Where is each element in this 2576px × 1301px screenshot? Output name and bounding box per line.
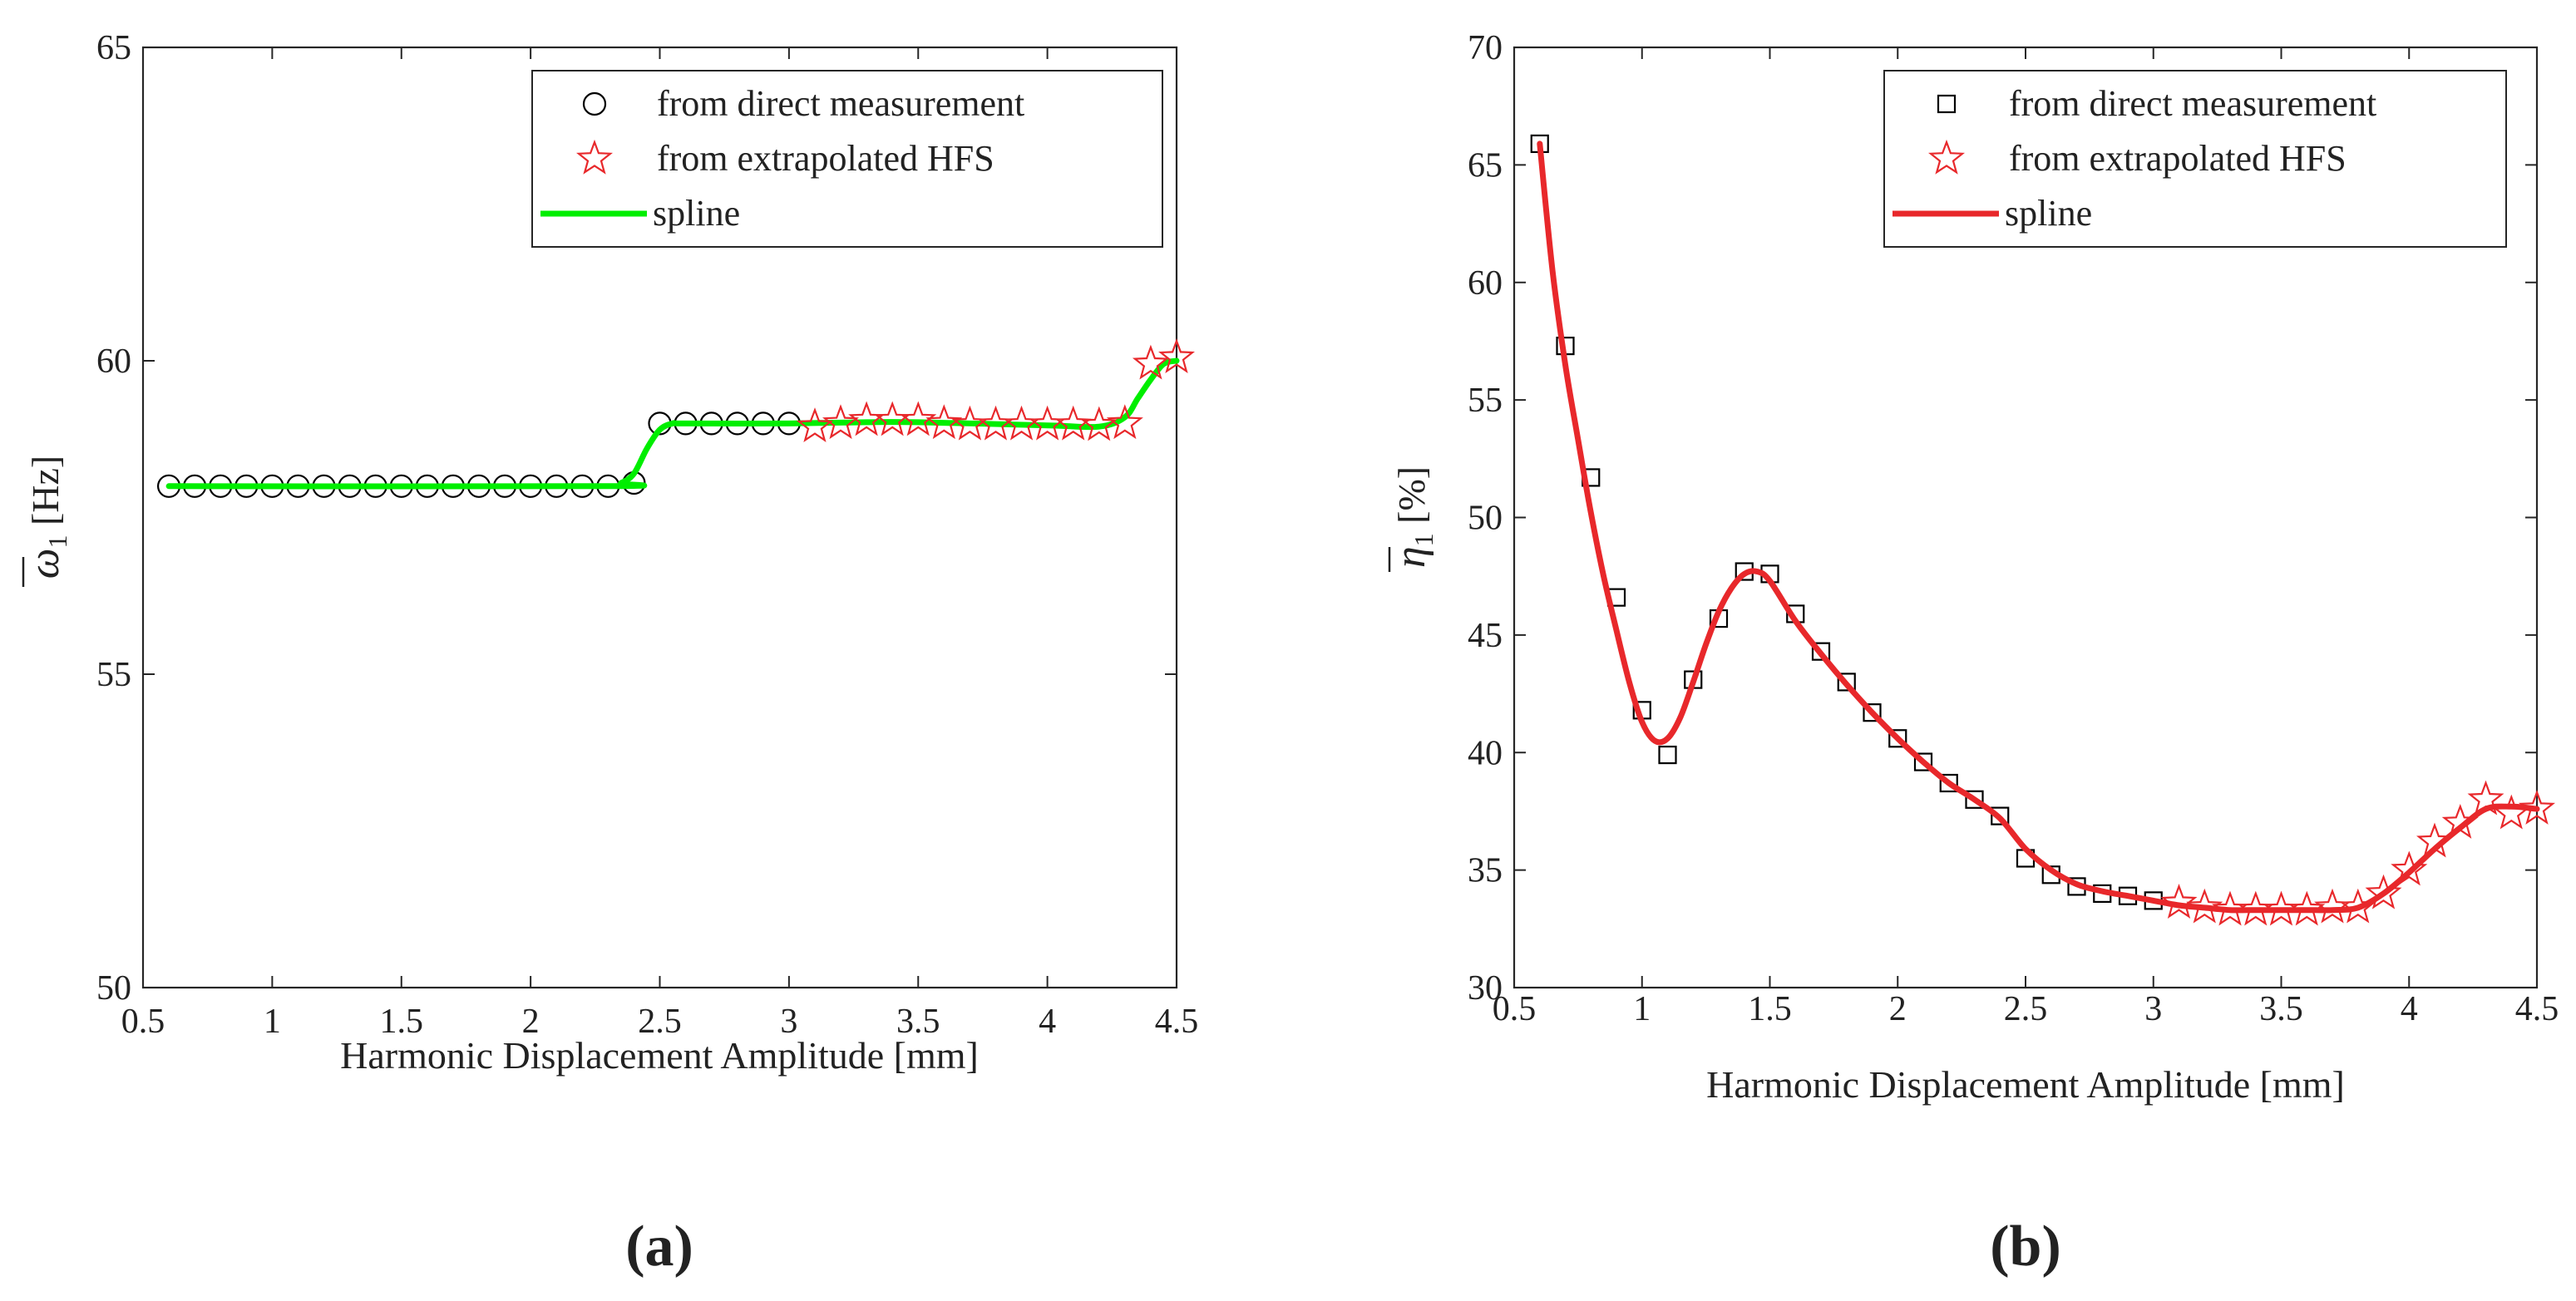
panel-b-hfs-star-point xyxy=(2493,794,2530,830)
panel-a-hfs-star-point xyxy=(900,401,937,436)
panel-b-x-tick-label: 4.5 xyxy=(2515,990,2559,1028)
panel-b-y-axis-label: η1 [%] xyxy=(1387,466,1439,572)
panel-a-y-axis-subscript: 1 xyxy=(42,535,72,549)
panel-b-measurement-point xyxy=(1863,703,1882,722)
panel-a: 0.5 1 1.5 2 2.5 3 3.5 4 4.5 50 55 60 65 Harmonic Di… xyxy=(21,29,1198,1279)
panel-a-y-tick-label: 50 xyxy=(96,969,131,1008)
panel-b-legend-marker-hfs xyxy=(1928,139,1965,175)
panel-b-measurement-point xyxy=(1965,790,1984,809)
panel-b-plot-area xyxy=(1530,134,2555,926)
panel-b-measurement-point xyxy=(1888,729,1907,748)
panel-a-spline-line xyxy=(165,357,1180,490)
panel-a-plot-area xyxy=(156,338,1195,498)
panel-b-y-tick-label: 60 xyxy=(1468,264,1503,303)
panel-a-y-tick-label: 60 xyxy=(96,342,131,381)
panel-a-y-tick-label: 65 xyxy=(96,29,131,67)
panel-b-x-tick-label: 1.5 xyxy=(1748,990,1792,1028)
svg-text:ω1 [Hz]: ω1 [Hz] xyxy=(21,456,72,579)
panel-a-legend-marker-measurement xyxy=(582,91,607,116)
panel-a-legend-box xyxy=(531,70,1163,248)
panel-b-spline-line xyxy=(1537,140,2540,914)
panel-b-hfs-star-point xyxy=(2441,803,2479,839)
panel-b: 0.5 1 1.5 2 2.5 3 3.5 4 4.5 30 35 40 45 50 55 60 65 70 H… xyxy=(1387,29,2559,1279)
panel-a-hfs-star-point xyxy=(796,407,833,442)
panel-b-legend-box xyxy=(1883,70,2507,248)
panel-b-y-tick-label: 40 xyxy=(1468,734,1503,772)
panel-a-hfs-star-point xyxy=(1106,404,1143,440)
panel-b-hfs-star-point xyxy=(2365,874,2402,909)
panel-b-x-axis-label: Harmonic Displacement Amplitude [mm] xyxy=(1706,1063,2345,1106)
panel-b-y-tick-label: 65 xyxy=(1468,146,1503,185)
panel-b-y-axis-subscript: 1 xyxy=(1409,533,1439,546)
panel-b-y-tick-label: 55 xyxy=(1468,382,1503,420)
panel-b-hfs-star-point xyxy=(2467,780,2504,816)
panel-b-hfs-star-point xyxy=(2339,888,2376,924)
svg-text:η1 [%]: η1 [%] xyxy=(1387,466,1439,568)
panel-a-x-tick-label: 4 xyxy=(1039,1003,1056,1041)
panel-b-measurement-point xyxy=(1991,806,2010,825)
panel-a-y-ticks: 50 55 60 65 xyxy=(96,29,1177,1008)
panel-b-legend-marker-measurement xyxy=(1937,94,1957,114)
panel-b-y-ticks: 30 35 40 45 50 55 60 65 70 xyxy=(1468,29,2537,1008)
panel-b-hfs-star-point xyxy=(2416,822,2453,858)
panel-a-y-tick-label: 55 xyxy=(96,656,131,694)
panel-b-y-tick-label: 70 xyxy=(1468,29,1503,67)
panel-b-x-tick-label: 3 xyxy=(2144,990,2162,1028)
panel-b-y-tick-label: 50 xyxy=(1468,500,1503,538)
panel-a-y-axis-unit: [Hz] xyxy=(24,456,67,525)
panel-b-hfs-star-point xyxy=(2160,884,2198,919)
panel-b-legend-label-hfs: from extrapolated HFS xyxy=(2009,138,2347,179)
panel-b-y-axis-symbol: η xyxy=(1387,546,1434,568)
panel-a-x-tick-label: 3 xyxy=(780,1003,797,1041)
panel-b-measurement-point xyxy=(1939,773,1958,793)
panel-b-y-axis-unit: [%] xyxy=(1390,466,1433,524)
panel-b-x-tick-label: 4 xyxy=(2401,990,2418,1028)
panel-b-x-tick-label: 0.5 xyxy=(1493,990,1537,1028)
panel-b-y-tick-label: 35 xyxy=(1468,852,1503,890)
panel-a-x-tick-label: 0.5 xyxy=(121,1003,165,1041)
panel-b-x-ticks: 0.5 1 1.5 2 2.5 3 3.5 4 4.5 xyxy=(1493,47,2559,1028)
panel-a-legend-label-hfs: from extrapolated HFS xyxy=(657,138,994,179)
panel-b-label: (b) xyxy=(1990,1215,2061,1279)
panel-a-legend-label-measurement: from direct measurement xyxy=(657,83,1024,124)
panel-b-x-tick-label: 2 xyxy=(1889,990,1907,1028)
panel-a-x-tick-label: 1 xyxy=(264,1003,281,1041)
panel-a-y-axis-label: ω1 [Hz] xyxy=(21,456,72,587)
panel-b-x-tick-label: 3.5 xyxy=(2259,990,2303,1028)
panel-b-hfs-star-point xyxy=(2391,850,2428,886)
panel-a-legend: from direct measurement from extrapolated… xyxy=(531,70,1163,248)
panel-a-hfs-star-point xyxy=(925,404,963,440)
panel-b-y-tick-label: 30 xyxy=(1468,969,1503,1008)
panel-a-x-tick-label: 1.5 xyxy=(380,1003,424,1041)
panel-a-legend-label-spline: spline xyxy=(653,193,740,234)
panel-b-hfs-star-point xyxy=(2519,789,2555,825)
panel-a-x-tick-label: 4.5 xyxy=(1155,1003,1199,1041)
panel-b-x-tick-label: 1 xyxy=(1633,990,1651,1028)
panel-b-x-tick-label: 2.5 xyxy=(2004,990,2048,1028)
panel-a-hfs-star-point xyxy=(822,404,859,440)
panel-b-hfs-star-point xyxy=(2186,888,2223,924)
panel-a-x-tick-label: 3.5 xyxy=(896,1003,940,1041)
panel-a-hfs-star-point xyxy=(1158,338,1195,373)
panel-b-legend-label-spline: spline xyxy=(2005,193,2092,234)
panel-a-x-tick-label: 2 xyxy=(522,1003,540,1041)
panel-b-legend: from direct measurement from extrapolated… xyxy=(1883,70,2507,248)
panel-a-x-ticks: 0.5 1 1.5 2 2.5 3 3.5 4 4.5 xyxy=(121,47,1199,1041)
panel-a-x-tick-label: 2.5 xyxy=(638,1003,682,1041)
panel-b-measurement-point xyxy=(1658,745,1677,765)
panel-a-x-axis-label: Harmonic Displacement Amplitude [mm] xyxy=(340,1034,979,1077)
panel-b-measurement-point xyxy=(1913,752,1933,771)
panel-b-y-tick-label: 45 xyxy=(1468,617,1503,655)
panel-a-hfs-star-point xyxy=(1132,344,1169,380)
panel-b-measurement-point xyxy=(1837,673,1856,692)
panel-a-legend-marker-hfs xyxy=(576,139,613,175)
panel-a-y-axis-symbol: ω xyxy=(21,549,68,579)
panel-b-measurement-point xyxy=(1811,642,1831,661)
panel-b-legend-label-measurement: from direct measurement xyxy=(2009,83,2376,124)
panel-a-label: (a) xyxy=(625,1215,693,1279)
